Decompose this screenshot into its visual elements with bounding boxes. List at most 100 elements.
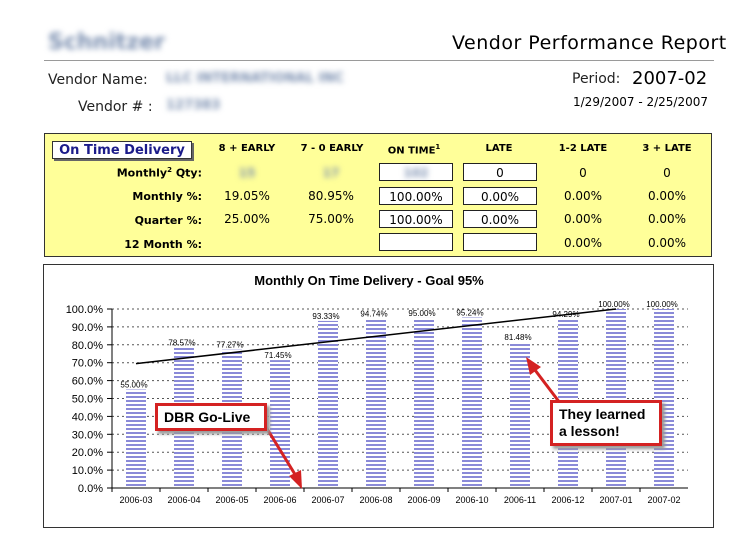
quarter-3-late: 0.00% (647, 212, 687, 226)
y-tick-label: 10.0% (72, 465, 103, 477)
y-tick-label: 90.0% (72, 322, 103, 334)
monthly-late: 0.00% (463, 187, 537, 205)
golive-arrow-head (289, 470, 302, 489)
x-tick-label-2006-10: 2006-10 (455, 495, 488, 505)
x-tick-label-2007-01: 2007-01 (599, 495, 632, 505)
qty-1-2-late: 0 (579, 166, 587, 180)
y-tick-label: 80.0% (72, 340, 103, 352)
lesson-arrow-shaft (533, 369, 562, 404)
bar-2006-11 (510, 342, 530, 488)
period-dates: 1/29/2007 - 2/25/2007 (573, 95, 709, 109)
qty-on-time: 102 (379, 163, 453, 181)
lesson-arrow-head (526, 357, 541, 375)
vendor-name-label: Vendor Name: (48, 72, 148, 88)
vendor-number-label: Vendor # : (78, 99, 153, 115)
qty-footnote: 2 (167, 166, 172, 174)
bar-2006-03 (126, 389, 146, 488)
x-tick-label-2006-05: 2006-05 (215, 495, 248, 505)
data-label-2007-02: 100.00% (646, 300, 678, 309)
col-header-7-0-early: 7 - 0 EARLY (300, 143, 364, 154)
x-tick-label-2006-11: 2006-11 (504, 495, 536, 505)
lesson-callout-line-1: They learned (559, 406, 646, 422)
x-tick-label-2006-04: 2006-04 (167, 495, 200, 505)
data-label-2006-09: 95.00% (408, 309, 435, 318)
y-tick-label: 70.0% (72, 358, 103, 370)
golive-arrow-shaft (264, 426, 298, 477)
y-tick-label: 60.0% (72, 376, 103, 388)
twelve-1-2-late: 0.00% (563, 236, 603, 250)
x-tick-label-2006-03: 2006-03 (119, 495, 152, 505)
y-tick-label: 0.0% (78, 483, 103, 495)
bar-2006-08 (366, 318, 386, 488)
report-title: Vendor Performance Report (452, 32, 727, 54)
bar-2007-02 (654, 309, 674, 488)
bar-2007-01 (606, 309, 626, 488)
data-label-2006-08: 94.74% (360, 309, 387, 318)
row-label-12-month-pct: 12 Month %: (124, 238, 202, 251)
period-value: 2007-02 (632, 68, 708, 89)
x-tick-label-2007-02: 2007-02 (647, 495, 680, 505)
x-tick-label-2006-08: 2006-08 (359, 495, 392, 505)
golive-callout: DBR Go-Live (155, 403, 267, 431)
quarter-late: 0.00% (463, 210, 537, 228)
twelve-3-late: 0.00% (647, 236, 687, 250)
lesson-callout: They learned a lesson! (550, 400, 662, 446)
col-header-3-late: 3 + LATE (642, 143, 692, 154)
bar-2006-07 (318, 320, 338, 488)
quarter-1-2-late: 0.00% (563, 212, 603, 226)
data-label-2006-07: 93.33% (312, 312, 339, 321)
quarter-8-early: 25.00% (224, 212, 270, 226)
kpi-title: On Time Delivery (52, 141, 192, 159)
data-label-2006-06: 71.45% (264, 351, 291, 360)
company-logo: Schnitzer (48, 30, 165, 55)
col-header-on-time-text: ON TIME (387, 145, 436, 157)
data-label-2006-03: 55.00% (120, 381, 147, 390)
y-tick-label: 20.0% (72, 447, 103, 459)
data-label-2007-01: 100.00% (598, 300, 630, 309)
qty-on-time-value: 102 (403, 166, 429, 180)
row-label-monthly-qty-text: Monthly (116, 166, 168, 180)
x-tick-label-2006-09: 2006-09 (407, 495, 440, 505)
y-tick-label: 50.0% (72, 394, 103, 406)
quarter-on-time: 100.00% (379, 210, 453, 228)
qty-7-0-early: 17 (322, 166, 340, 180)
col-header-late: LATE (485, 143, 513, 154)
y-tick-label: 100.0% (66, 304, 104, 316)
bar-2006-06 (270, 360, 290, 488)
x-tick-label-2006-06: 2006-06 (263, 495, 296, 505)
lesson-callout-line-2: a lesson! (559, 423, 620, 439)
quarter-7-0-early: 75.00% (308, 212, 354, 226)
data-label-2006-05: 77.27% (216, 341, 243, 350)
trend-line (135, 308, 617, 365)
qty-3-late: 0 (663, 166, 671, 180)
data-label-2006-04: 78.57% (168, 338, 195, 347)
x-tick-label-2006-12: 2006-12 (551, 495, 584, 505)
monthly-1-2-late: 0.00% (563, 189, 603, 203)
y-tick-label: 30.0% (72, 429, 103, 441)
x-tick-label-2006-07: 2006-07 (311, 495, 344, 505)
bar-2006-09 (414, 317, 434, 488)
data-label-2006-10: 95.24% (456, 309, 483, 318)
vendor-number-value: 127383 (166, 98, 221, 113)
header-divider (44, 60, 714, 61)
monthly-7-0-early: 80.95% (308, 189, 354, 203)
monthly-on-time: 100.00% (379, 187, 453, 205)
col-header-8-early: 8 + EARLY (218, 143, 276, 154)
row-label-monthly-qty: Monthly2 Qty: (52, 166, 202, 180)
qty-8-early: 15 (238, 166, 256, 180)
row-label-monthly-pct: Monthly %: (132, 190, 202, 203)
col-header-1-2-late: 1-2 LATE (558, 143, 608, 154)
monthly-3-late: 0.00% (647, 189, 687, 203)
period-label: Period: (572, 71, 621, 87)
qty-late: 0 (463, 163, 537, 181)
row-label-quarter-pct: Quarter %: (134, 214, 202, 227)
data-label-2006-11: 81.48% (504, 333, 531, 342)
col-header-on-time: ON TIME1 (369, 143, 459, 156)
twelve-on-time (379, 233, 453, 251)
y-tick-label: 40.0% (72, 411, 103, 423)
chart-title: Monthly On Time Delivery - Goal 95% (254, 273, 484, 288)
row-label-monthly-qty-tail: Qty: (171, 166, 202, 180)
monthly-8-early: 19.05% (224, 189, 270, 203)
bar-2006-10 (462, 317, 482, 488)
